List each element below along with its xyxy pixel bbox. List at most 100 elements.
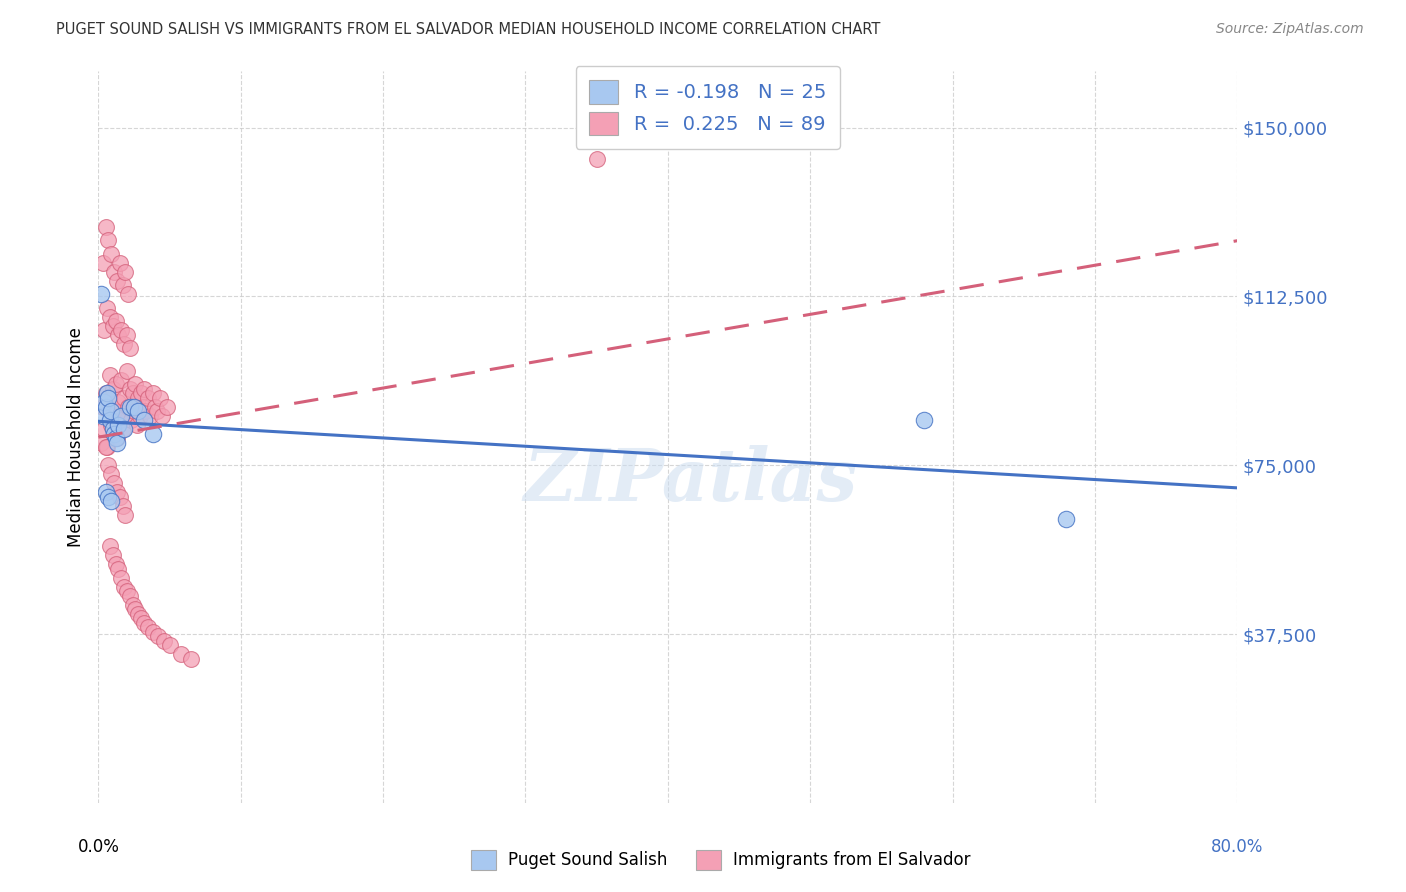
Point bbox=[156, 400, 179, 414]
Point bbox=[180, 652, 202, 666]
Point bbox=[1056, 512, 1078, 526]
Point bbox=[101, 382, 124, 396]
Point bbox=[91, 409, 114, 423]
Point bbox=[93, 395, 115, 409]
Point bbox=[91, 255, 114, 269]
Point bbox=[103, 265, 125, 279]
Point bbox=[101, 318, 124, 333]
Point bbox=[90, 287, 112, 301]
Point bbox=[97, 490, 120, 504]
Point bbox=[121, 598, 143, 612]
Point bbox=[105, 435, 128, 450]
Point bbox=[103, 426, 125, 441]
Point bbox=[111, 422, 134, 436]
Point bbox=[110, 373, 132, 387]
Point bbox=[129, 386, 152, 401]
Point bbox=[122, 404, 145, 418]
Point bbox=[107, 417, 129, 432]
Y-axis label: Median Household Income: Median Household Income bbox=[66, 327, 84, 547]
Point bbox=[94, 386, 117, 401]
Point bbox=[127, 607, 149, 621]
Point bbox=[170, 647, 193, 661]
Point bbox=[110, 409, 132, 423]
Point bbox=[100, 467, 122, 482]
Point bbox=[101, 548, 124, 562]
Point bbox=[93, 323, 115, 337]
Point bbox=[97, 233, 120, 247]
Point bbox=[141, 386, 163, 401]
Point bbox=[91, 400, 114, 414]
Point bbox=[97, 458, 120, 473]
Point bbox=[96, 386, 118, 401]
Point bbox=[111, 278, 134, 293]
Point bbox=[112, 391, 135, 405]
Point bbox=[148, 629, 170, 643]
Point bbox=[94, 400, 117, 414]
Point bbox=[585, 152, 607, 166]
Legend: R = -0.198   N = 25, R =  0.225   N = 89: R = -0.198 N = 25, R = 0.225 N = 89 bbox=[575, 66, 839, 149]
Point bbox=[134, 404, 156, 418]
Point bbox=[138, 409, 160, 423]
Point bbox=[108, 255, 131, 269]
Point bbox=[94, 219, 117, 234]
Text: Puget Sound Salish: Puget Sound Salish bbox=[508, 851, 666, 869]
Point bbox=[98, 413, 121, 427]
Point bbox=[112, 336, 135, 351]
Point bbox=[94, 440, 117, 454]
Point bbox=[115, 327, 138, 342]
Point bbox=[110, 571, 132, 585]
Point bbox=[912, 413, 935, 427]
Point bbox=[105, 485, 128, 500]
Point bbox=[90, 435, 112, 450]
Point bbox=[112, 580, 135, 594]
Point bbox=[132, 382, 155, 396]
Point bbox=[124, 377, 146, 392]
Point bbox=[104, 558, 127, 572]
Point bbox=[108, 490, 131, 504]
Point bbox=[94, 485, 117, 500]
Text: 80.0%: 80.0% bbox=[1211, 838, 1264, 856]
Point bbox=[127, 404, 149, 418]
Point bbox=[124, 602, 146, 616]
Point bbox=[104, 377, 127, 392]
Text: ZIPatlas: ZIPatlas bbox=[523, 445, 858, 516]
Text: Immigrants from El Salvador: Immigrants from El Salvador bbox=[733, 851, 970, 869]
Point bbox=[118, 589, 141, 603]
Point bbox=[114, 265, 136, 279]
Point bbox=[132, 413, 155, 427]
Point bbox=[159, 638, 181, 652]
Point bbox=[132, 615, 155, 630]
Point bbox=[125, 417, 148, 432]
Point bbox=[152, 409, 174, 423]
Point bbox=[121, 386, 143, 401]
Point bbox=[98, 368, 121, 383]
Point bbox=[129, 611, 152, 625]
Point bbox=[120, 413, 142, 427]
Point bbox=[104, 431, 127, 445]
Point bbox=[146, 404, 169, 418]
Point bbox=[98, 310, 121, 324]
Point bbox=[97, 391, 120, 405]
Point bbox=[115, 364, 138, 378]
Point bbox=[118, 382, 141, 396]
Point bbox=[96, 301, 118, 315]
Point bbox=[103, 404, 125, 418]
Point bbox=[100, 404, 122, 418]
Point bbox=[118, 400, 141, 414]
Point bbox=[100, 494, 122, 508]
Point bbox=[131, 400, 153, 414]
Point bbox=[105, 274, 128, 288]
Point bbox=[141, 426, 163, 441]
Point bbox=[153, 633, 176, 648]
Point bbox=[100, 246, 122, 260]
Text: 0.0%: 0.0% bbox=[77, 838, 120, 856]
Point bbox=[118, 341, 141, 355]
Point bbox=[104, 314, 127, 328]
Point bbox=[107, 327, 129, 342]
Point bbox=[93, 422, 115, 436]
Point bbox=[115, 584, 138, 599]
Point bbox=[112, 422, 135, 436]
Point bbox=[107, 562, 129, 576]
Point bbox=[145, 400, 167, 414]
Point bbox=[122, 400, 145, 414]
